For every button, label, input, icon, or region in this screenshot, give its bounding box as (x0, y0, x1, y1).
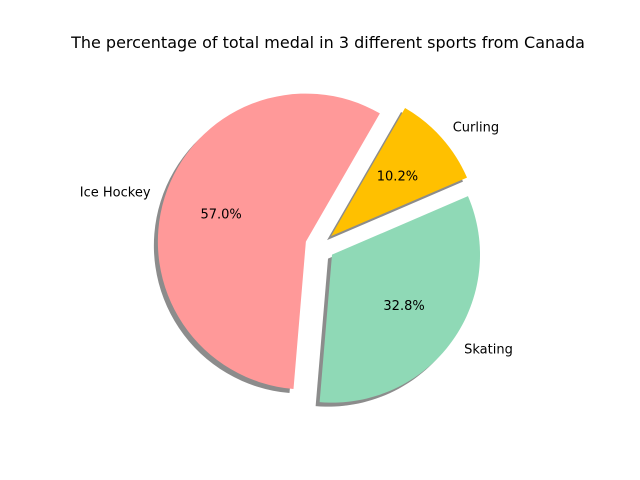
slice-label: Skating (464, 342, 513, 357)
chart-title: The percentage of total medal in 3 diffe… (71, 33, 585, 52)
slice-label: Ice Hockey (80, 185, 151, 200)
slice-percent-label: 10.2% (377, 170, 418, 185)
pie-slice-ice-hockey (157, 93, 380, 390)
slice-percent-label: 57.0% (200, 208, 241, 223)
slice-percent-label: 32.8% (383, 299, 424, 314)
pie-slice-curling (331, 107, 468, 237)
slice-label: Curling (453, 120, 499, 135)
pie-slice-skating (319, 196, 481, 403)
